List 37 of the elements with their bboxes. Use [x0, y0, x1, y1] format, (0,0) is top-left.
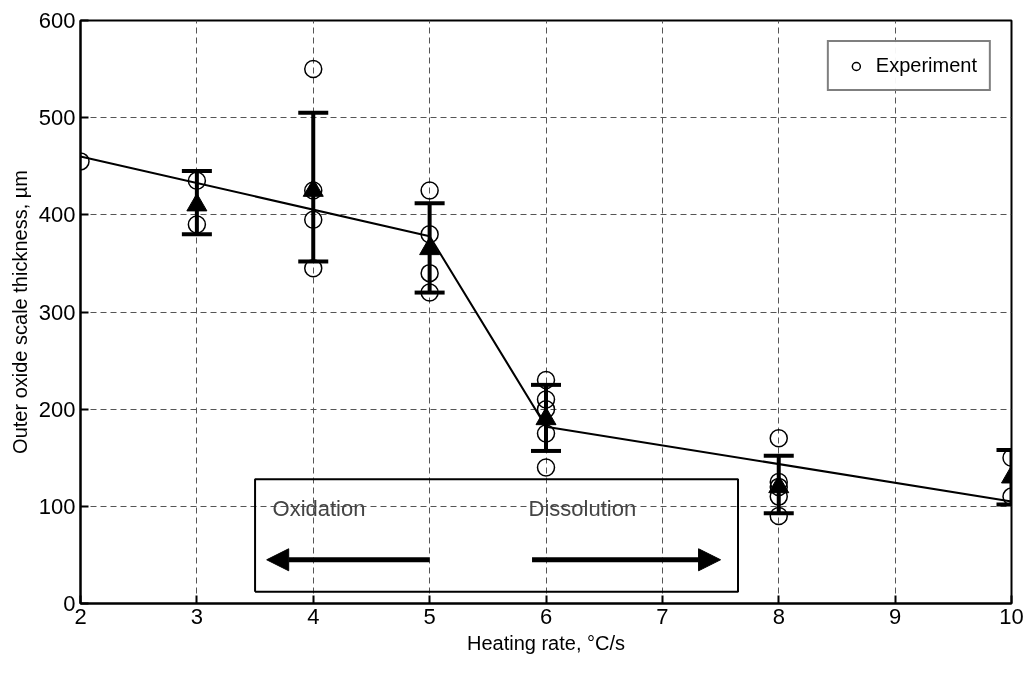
legend-label: Experiment [875, 54, 977, 77]
y-tick-label: 300 [38, 299, 76, 325]
x-tick-label: 10 [999, 603, 1024, 629]
point [420, 181, 439, 200]
x-tick-label: 6 [539, 603, 553, 629]
x-tick-label: 4 [307, 603, 320, 629]
point [536, 370, 556, 390]
point [304, 210, 323, 229]
point [536, 424, 556, 443]
annotation: Oxidation [272, 495, 366, 521]
x-tick-label: 7 [656, 603, 669, 629]
point [304, 59, 323, 79]
y-tick-label: 600 [38, 8, 76, 33]
y-tick-label: 200 [38, 396, 76, 422]
point [420, 225, 439, 244]
point [187, 215, 207, 234]
point [769, 506, 788, 526]
point [536, 458, 556, 477]
x-tick-label: 2 [74, 603, 87, 629]
y-tick-label: 0 [63, 591, 76, 616]
x-tick-label: 5 [423, 603, 436, 629]
point [187, 171, 207, 191]
y-tick-label: 500 [38, 105, 76, 131]
y-axis-title: Outer oxide scale thickness, µm [8, 170, 31, 454]
point [420, 283, 439, 302]
point [304, 259, 323, 278]
x-axis-title: Heating rate, °C/s [466, 631, 626, 654]
annotation: Dissolution [528, 495, 637, 521]
x-tick-label: 3 [190, 603, 204, 629]
point [420, 263, 439, 283]
point [536, 399, 556, 419]
y-tick-label: 400 [38, 202, 76, 228]
x-tick-label: 8 [772, 603, 785, 629]
x-tick-label: 9 [889, 603, 902, 629]
y-tick-label: 100 [38, 493, 76, 519]
point [536, 390, 556, 409]
point [769, 429, 788, 448]
